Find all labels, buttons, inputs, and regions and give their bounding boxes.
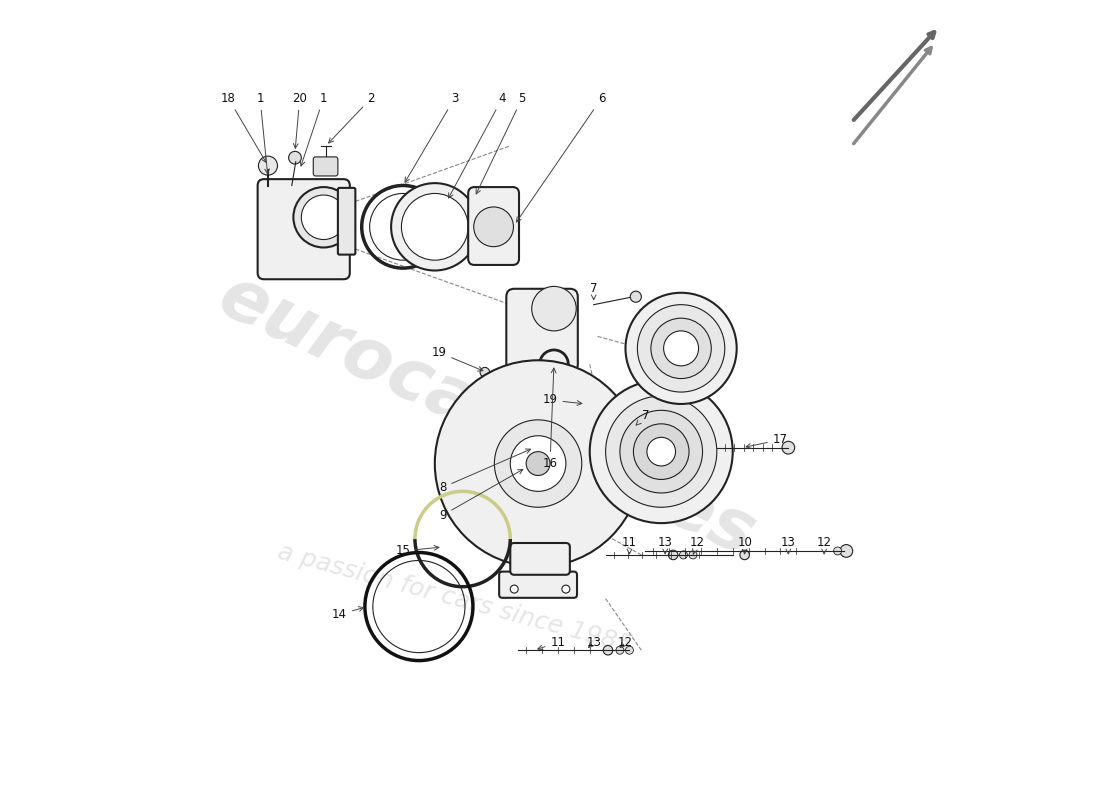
Text: 11: 11 [538, 636, 565, 650]
Circle shape [494, 420, 582, 507]
Text: a passion for cars since 1985: a passion for cars since 1985 [275, 540, 635, 658]
Circle shape [669, 550, 678, 560]
Text: 16: 16 [542, 368, 558, 470]
Circle shape [573, 399, 583, 409]
Text: 3: 3 [405, 92, 459, 182]
FancyBboxPatch shape [257, 179, 350, 279]
Circle shape [630, 291, 641, 302]
Text: 14: 14 [332, 606, 364, 621]
Circle shape [651, 318, 712, 378]
Circle shape [658, 410, 669, 422]
Text: 7: 7 [590, 282, 597, 300]
FancyBboxPatch shape [469, 187, 519, 265]
FancyBboxPatch shape [338, 188, 355, 254]
FancyBboxPatch shape [314, 157, 338, 176]
Text: 12: 12 [690, 537, 704, 555]
Text: 1: 1 [256, 92, 270, 174]
Circle shape [510, 436, 565, 491]
FancyBboxPatch shape [499, 571, 578, 598]
Circle shape [562, 585, 570, 593]
Text: 2: 2 [329, 92, 375, 143]
Text: 12: 12 [618, 636, 632, 649]
Circle shape [402, 194, 469, 260]
Text: 11: 11 [621, 537, 637, 554]
Circle shape [480, 367, 490, 377]
Circle shape [288, 151, 301, 164]
Circle shape [740, 550, 749, 560]
Circle shape [526, 452, 550, 475]
Text: eurocarspares: eurocarspares [207, 262, 766, 570]
Circle shape [392, 183, 478, 270]
Circle shape [301, 195, 345, 239]
Text: 6: 6 [516, 92, 605, 222]
Circle shape [626, 293, 737, 404]
Circle shape [689, 551, 697, 559]
Circle shape [637, 305, 725, 392]
Text: 12: 12 [816, 537, 832, 554]
Circle shape [680, 551, 688, 559]
Text: 13: 13 [658, 537, 672, 554]
Text: 5: 5 [476, 92, 526, 194]
Text: 1: 1 [300, 92, 328, 166]
Circle shape [663, 331, 698, 366]
FancyBboxPatch shape [506, 289, 578, 372]
Text: 15: 15 [396, 545, 439, 558]
Text: 13: 13 [781, 537, 795, 554]
Text: 19: 19 [542, 394, 582, 406]
Text: 19: 19 [431, 346, 483, 371]
Circle shape [258, 156, 277, 175]
Circle shape [620, 410, 703, 493]
Circle shape [603, 646, 613, 655]
FancyBboxPatch shape [510, 543, 570, 574]
Text: 9: 9 [439, 470, 522, 522]
Circle shape [616, 646, 624, 654]
Text: 8: 8 [439, 449, 530, 494]
Circle shape [634, 424, 689, 479]
Circle shape [834, 547, 842, 555]
Circle shape [590, 380, 733, 523]
Text: 18: 18 [221, 92, 266, 162]
Circle shape [294, 187, 354, 247]
Text: 4: 4 [449, 92, 506, 198]
Text: 13: 13 [586, 636, 601, 649]
Circle shape [474, 207, 514, 246]
Circle shape [840, 545, 852, 558]
Circle shape [510, 585, 518, 593]
Circle shape [434, 360, 641, 567]
Text: 17: 17 [746, 434, 788, 448]
Circle shape [626, 646, 634, 654]
Circle shape [606, 396, 717, 507]
Text: 10: 10 [737, 537, 752, 554]
Circle shape [647, 438, 675, 466]
Circle shape [526, 545, 554, 573]
Text: 20: 20 [293, 92, 307, 148]
Circle shape [782, 442, 794, 454]
Circle shape [531, 286, 576, 331]
Text: 7: 7 [636, 410, 649, 425]
